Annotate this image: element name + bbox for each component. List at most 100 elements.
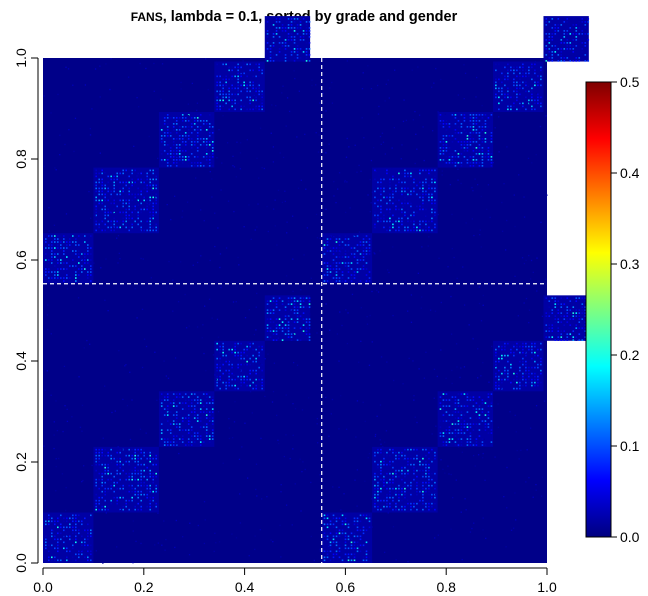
heatmap-cell bbox=[308, 27, 311, 29]
heatmap-cell bbox=[248, 361, 250, 363]
heatmap-cell bbox=[254, 229, 256, 231]
heatmap-cell bbox=[98, 187, 100, 190]
heatmap-cell bbox=[247, 342, 249, 344]
heatmap-cell bbox=[119, 478, 121, 481]
heatmap-cell bbox=[187, 399, 190, 401]
heatmap-cell bbox=[425, 169, 427, 172]
heatmap-cell bbox=[326, 280, 329, 282]
heatmap-cell bbox=[451, 432, 454, 434]
heatmap-cell bbox=[472, 147, 475, 149]
heatmap-cell bbox=[472, 117, 475, 119]
heatmap-cell bbox=[204, 58, 207, 60]
heatmap-cell bbox=[401, 478, 403, 481]
heatmap-cell bbox=[137, 223, 139, 226]
heatmap-cell bbox=[463, 114, 466, 116]
heatmap-cell bbox=[205, 138, 208, 140]
heatmap-cell bbox=[249, 357, 251, 360]
heatmap-cell bbox=[537, 381, 539, 384]
heatmap-cell bbox=[421, 296, 423, 298]
heatmap-cell bbox=[87, 556, 89, 559]
heatmap-cell bbox=[193, 417, 196, 419]
heatmap-cell bbox=[219, 266, 221, 269]
heatmap-cell bbox=[398, 469, 400, 472]
heatmap-cell bbox=[353, 547, 356, 550]
heatmap-cell bbox=[428, 196, 430, 199]
heatmap-cell bbox=[490, 138, 493, 140]
heatmap-cell bbox=[457, 417, 460, 419]
heatmap-cell bbox=[475, 408, 478, 410]
heatmap-cell bbox=[478, 423, 481, 425]
heatmap-cell bbox=[249, 63, 251, 66]
heatmap-cell bbox=[422, 481, 424, 484]
heatmap-cell bbox=[119, 226, 121, 229]
heatmap-cell bbox=[152, 217, 154, 220]
heatmap-cell bbox=[66, 244, 68, 246]
heatmap-cell bbox=[134, 196, 136, 199]
heatmap-cell bbox=[578, 21, 581, 23]
heatmap-cell bbox=[107, 211, 109, 214]
heatmap-cell bbox=[275, 414, 278, 417]
heatmap-cell bbox=[231, 102, 233, 105]
heatmap-cell bbox=[457, 446, 460, 448]
heatmap-cell bbox=[534, 375, 536, 378]
heatmap-cell bbox=[572, 336, 575, 338]
heatmap-cell bbox=[293, 30, 296, 32]
heatmap-cell bbox=[572, 297, 575, 299]
heatmap-cell bbox=[187, 423, 190, 425]
heatmap-cell bbox=[386, 451, 388, 454]
heatmap-cell bbox=[255, 348, 257, 351]
heatmap-cell bbox=[95, 208, 97, 211]
heatmap-cell bbox=[466, 138, 469, 140]
heatmap-cell bbox=[237, 69, 239, 72]
heatmap-cell bbox=[548, 336, 551, 338]
heatmap-cell bbox=[478, 417, 481, 419]
heatmap-cell bbox=[152, 178, 154, 181]
heatmap-cell bbox=[434, 310, 437, 312]
heatmap-cell bbox=[431, 193, 433, 196]
heatmap-cell bbox=[431, 493, 433, 496]
heatmap-cell bbox=[272, 300, 275, 302]
heatmap-cell bbox=[81, 259, 83, 261]
heatmap-cell bbox=[125, 502, 127, 505]
heatmap-cell bbox=[43, 559, 45, 561]
heatmap-cell bbox=[48, 529, 50, 532]
heatmap-cell bbox=[332, 523, 335, 526]
heatmap-cell bbox=[434, 472, 436, 475]
heatmap-cell bbox=[520, 449, 522, 451]
heatmap-cell bbox=[329, 87, 331, 89]
heatmap-cell bbox=[498, 381, 500, 384]
heatmap-cell bbox=[149, 217, 151, 220]
heatmap-cell bbox=[128, 454, 130, 457]
heatmap-cell bbox=[404, 199, 406, 202]
heatmap-cell bbox=[152, 481, 154, 484]
heatmap-cell bbox=[90, 541, 93, 543]
heatmap-cell bbox=[199, 411, 202, 413]
heatmap-cell bbox=[404, 169, 406, 172]
heatmap-cell bbox=[481, 165, 484, 167]
heatmap-cell bbox=[551, 51, 554, 53]
heatmap-cell bbox=[51, 241, 53, 243]
heatmap-cell bbox=[560, 57, 563, 59]
heatmap-cell bbox=[299, 339, 302, 341]
heatmap-cell bbox=[202, 426, 205, 428]
heatmap-cell bbox=[116, 496, 118, 499]
heatmap-cell bbox=[48, 244, 50, 246]
heatmap-cell bbox=[137, 187, 139, 190]
heatmap-cell bbox=[252, 387, 254, 390]
heatmap-cell bbox=[113, 457, 115, 460]
heatmap-cell bbox=[557, 303, 560, 305]
heatmap-cell bbox=[540, 96, 542, 99]
heatmap-cell bbox=[525, 481, 527, 483]
heatmap-cell bbox=[365, 247, 368, 249]
heatmap-cell bbox=[296, 54, 299, 56]
heatmap-cell bbox=[531, 75, 533, 78]
heatmap-cell bbox=[164, 549, 166, 551]
heatmap-cell bbox=[116, 472, 118, 475]
heatmap-cell bbox=[480, 131, 482, 133]
heatmap-cell bbox=[410, 202, 412, 205]
heatmap-cell bbox=[155, 184, 157, 187]
heatmap-cell bbox=[338, 535, 341, 538]
heatmap-cell bbox=[266, 48, 269, 50]
heatmap-cell bbox=[338, 544, 341, 547]
heatmap-cell bbox=[261, 348, 263, 351]
